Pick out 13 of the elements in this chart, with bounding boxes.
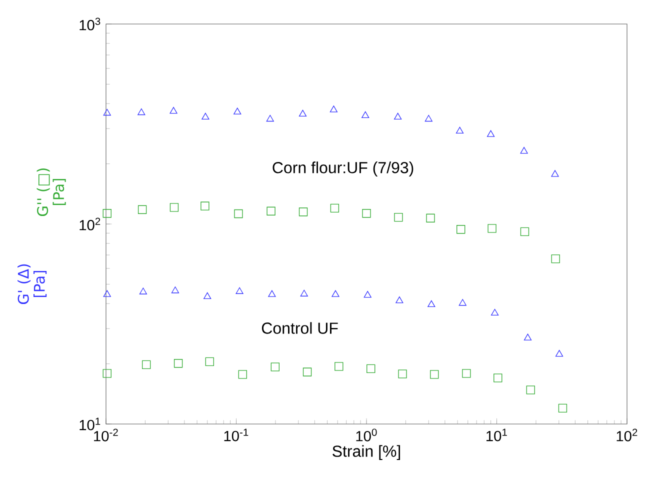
y-tick-label: 10$^{2}$ [80, 218, 100, 230]
x-axis-title: Strain [%] [332, 445, 400, 460]
x-tick-label: 10$^{-2}$ [94, 428, 118, 442]
y-tick-label: 10$^{3}$ [80, 18, 100, 30]
y-tick-label: 10$^{1}$ [80, 418, 100, 430]
annotation: Control UF [262, 322, 338, 334]
x-tick-label: 10$^{0}$ [356, 428, 377, 442]
x-tick-label: 10$^{-1}$ [224, 428, 248, 442]
text: G'' (□) [Pa] [36, 168, 66, 216]
annotation: Corn flour:UF (7/93) [272, 162, 414, 176]
y-axis-title: G' (Δ) [Pa] [18, 264, 47, 304]
x-tick-label: 10$^{2}$ [616, 428, 638, 442]
x-tick-label: 10$^{1}$ [486, 428, 507, 442]
